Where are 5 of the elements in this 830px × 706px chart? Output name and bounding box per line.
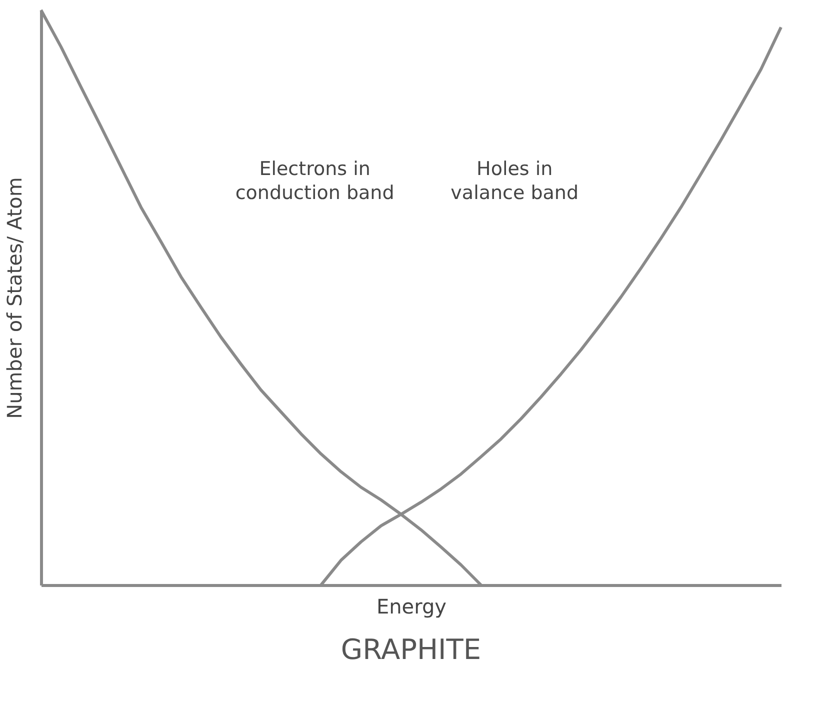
annotation: Holes in valance band bbox=[450, 158, 579, 204]
y-axis-title: Number of States/ Atom bbox=[2, 177, 26, 419]
x-axis-title: Energy bbox=[376, 594, 447, 618]
annotation: Electrons in conduction band bbox=[235, 158, 394, 204]
text: GRAPHITE bbox=[340, 633, 482, 666]
